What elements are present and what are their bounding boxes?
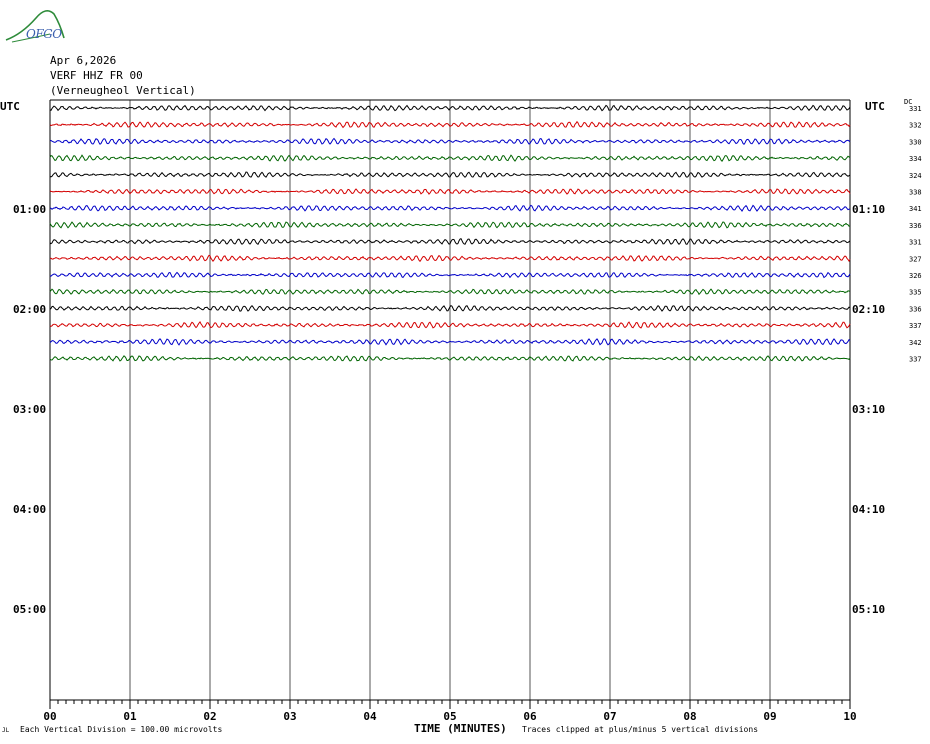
dc-offset-label: 326 [909, 272, 922, 280]
left-hour-label: 01:00 [13, 203, 47, 216]
seismic-trace [49, 221, 851, 229]
dc-offset-label: 335 [909, 289, 922, 297]
dc-offset-label: 330 [909, 138, 922, 146]
x-axis-label: TIME (MINUTES) [414, 722, 507, 735]
x-axis-ticks: 00 01 02 03 04 05 06 07 08 09 10 [43, 700, 857, 723]
x-tick-label: 05 [443, 710, 456, 723]
dc-title: DC [904, 98, 913, 106]
grid-lines [49, 99, 851, 701]
left-hour-label: 05:00 [13, 603, 47, 616]
seismic-trace [49, 288, 851, 296]
location-label: (Verneugheol Vertical) [50, 84, 196, 97]
dc-offset-label: 324 [909, 172, 922, 180]
x-tick-label: 06 [523, 710, 537, 723]
date-label: Apr 6,2026 [50, 54, 117, 67]
corner-mark: JL [2, 727, 10, 734]
dc-offset-label: 337 [909, 322, 922, 330]
seismic-trace [49, 304, 851, 312]
x-tick-label: 00 [43, 710, 56, 723]
x-tick-label: 08 [683, 710, 696, 723]
dc-offset-label: 337 [909, 356, 922, 364]
dc-offset-label: 336 [909, 305, 922, 313]
right-hour-label: 02:10 [852, 303, 886, 316]
right-hour-label: 01:10 [852, 203, 886, 216]
right-hour-label: 05:10 [852, 603, 886, 616]
dc-offset-label: 332 [909, 122, 922, 130]
x-tick-label: 04 [363, 710, 377, 723]
seismic-trace [49, 171, 851, 178]
dc-offset-label: 331 [909, 105, 922, 113]
seismic-trace [49, 104, 851, 112]
dc-offset-label: 334 [909, 155, 922, 163]
seismic-trace [49, 204, 851, 212]
right-hour-label: 04:10 [852, 503, 886, 516]
seismic-trace [49, 237, 851, 246]
seismic-trace [49, 338, 851, 346]
division-note: Each Vertical Division = 100.00 microvol… [20, 725, 223, 734]
station-label: VERF HHZ FR 00 [50, 69, 143, 82]
dc-offset-label: 331 [909, 239, 922, 247]
dc-offset-label: 341 [909, 205, 922, 213]
seismic-trace [49, 120, 851, 129]
logo-text: OFGO [26, 27, 62, 41]
seismic-traces [49, 104, 851, 362]
left-hour-label: 04:00 [13, 503, 47, 516]
dc-offset-label: 336 [909, 222, 922, 230]
right-hour-label: 03:10 [852, 403, 886, 416]
seismic-trace [49, 188, 851, 195]
ofgo-logo [5, 10, 65, 43]
seismic-trace [49, 271, 851, 279]
x-tick-label: 10 [843, 710, 856, 723]
left-hour-label: 03:00 [13, 403, 47, 416]
seismic-trace [49, 137, 851, 145]
right-utc-title: UTC [865, 100, 885, 113]
clip-note: Traces clipped at plus/minus 5 vertical … [522, 725, 759, 734]
x-tick-label: 02 [203, 710, 216, 723]
dc-offset-label: 342 [909, 339, 922, 347]
dc-offset-labels: 331 332 330 334 324 338 341 336 331 327 326 335 336 3… [909, 105, 922, 364]
x-tick-label: 01 [123, 710, 137, 723]
left-utc-title: UTC [0, 100, 20, 113]
dc-offset-label: 338 [909, 189, 922, 197]
seismic-trace [49, 355, 851, 362]
left-hour-label: 02:00 [13, 303, 47, 316]
dc-offset-label: 327 [909, 255, 922, 263]
x-tick-label: 09 [763, 710, 776, 723]
seismic-trace [49, 320, 851, 329]
seismic-trace [49, 154, 851, 163]
seismic-trace [49, 254, 851, 263]
x-tick-label: 03 [283, 710, 296, 723]
x-tick-label: 07 [603, 710, 616, 723]
